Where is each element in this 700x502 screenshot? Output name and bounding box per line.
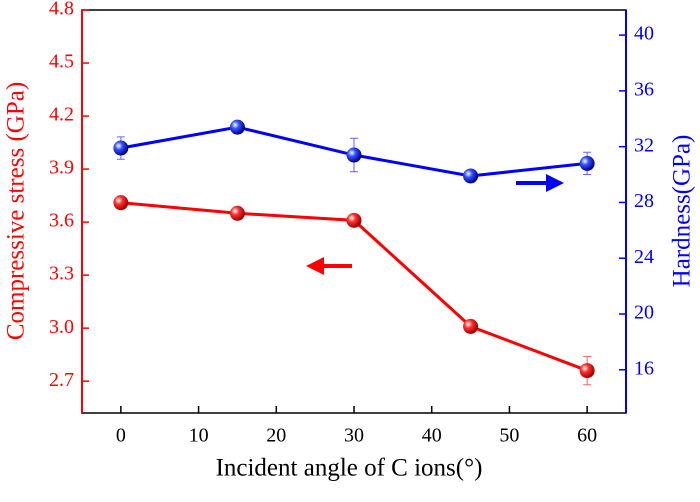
arrow-left [306,257,352,275]
arrow-right [516,174,564,192]
y2-tick-label: 16 [634,357,654,379]
y-tick-label: 4.2 [49,104,74,126]
y2-tick-label: 36 [634,78,654,100]
y-tick-label: 4.8 [49,0,74,20]
y2-axis-label: Hardness(GPa) [669,135,696,288]
marker [346,212,362,228]
y-tick-label: 3.6 [49,210,74,232]
y-tick-label: 3.9 [49,157,74,179]
y2-tick-label: 20 [634,302,654,324]
marker [579,363,595,379]
marker [463,168,479,184]
y-axis-label: Compressive stress (GPa) [3,82,30,340]
x-axis-label: Incident angle of C ions(°) [216,455,483,482]
marker [229,119,245,135]
plot-frame [81,9,627,414]
y-tick-label: 3.3 [49,263,74,285]
x-tick-label: 0 [116,425,126,447]
y-tick-label: 3.0 [49,316,74,338]
y2-tick-label: 28 [634,190,654,212]
y2-tick-label: 24 [634,246,654,268]
marker [113,140,129,156]
marker [346,147,362,163]
x-tick-label: 60 [577,425,597,447]
marker [463,318,479,334]
series-line [120,201,588,372]
x-tick-label: 40 [422,425,442,447]
marker [229,205,245,221]
marker [113,195,129,211]
y2-tick-label: 40 [634,23,654,45]
x-tick-label: 50 [499,425,519,447]
y-tick-label: 4.5 [49,51,74,73]
y2-tick-label: 32 [634,134,654,156]
y-tick-label: 2.7 [49,369,74,391]
x-tick-label: 30 [344,425,364,447]
x-tick-label: 20 [266,425,286,447]
marker [579,155,595,171]
x-tick-label: 10 [189,425,209,447]
